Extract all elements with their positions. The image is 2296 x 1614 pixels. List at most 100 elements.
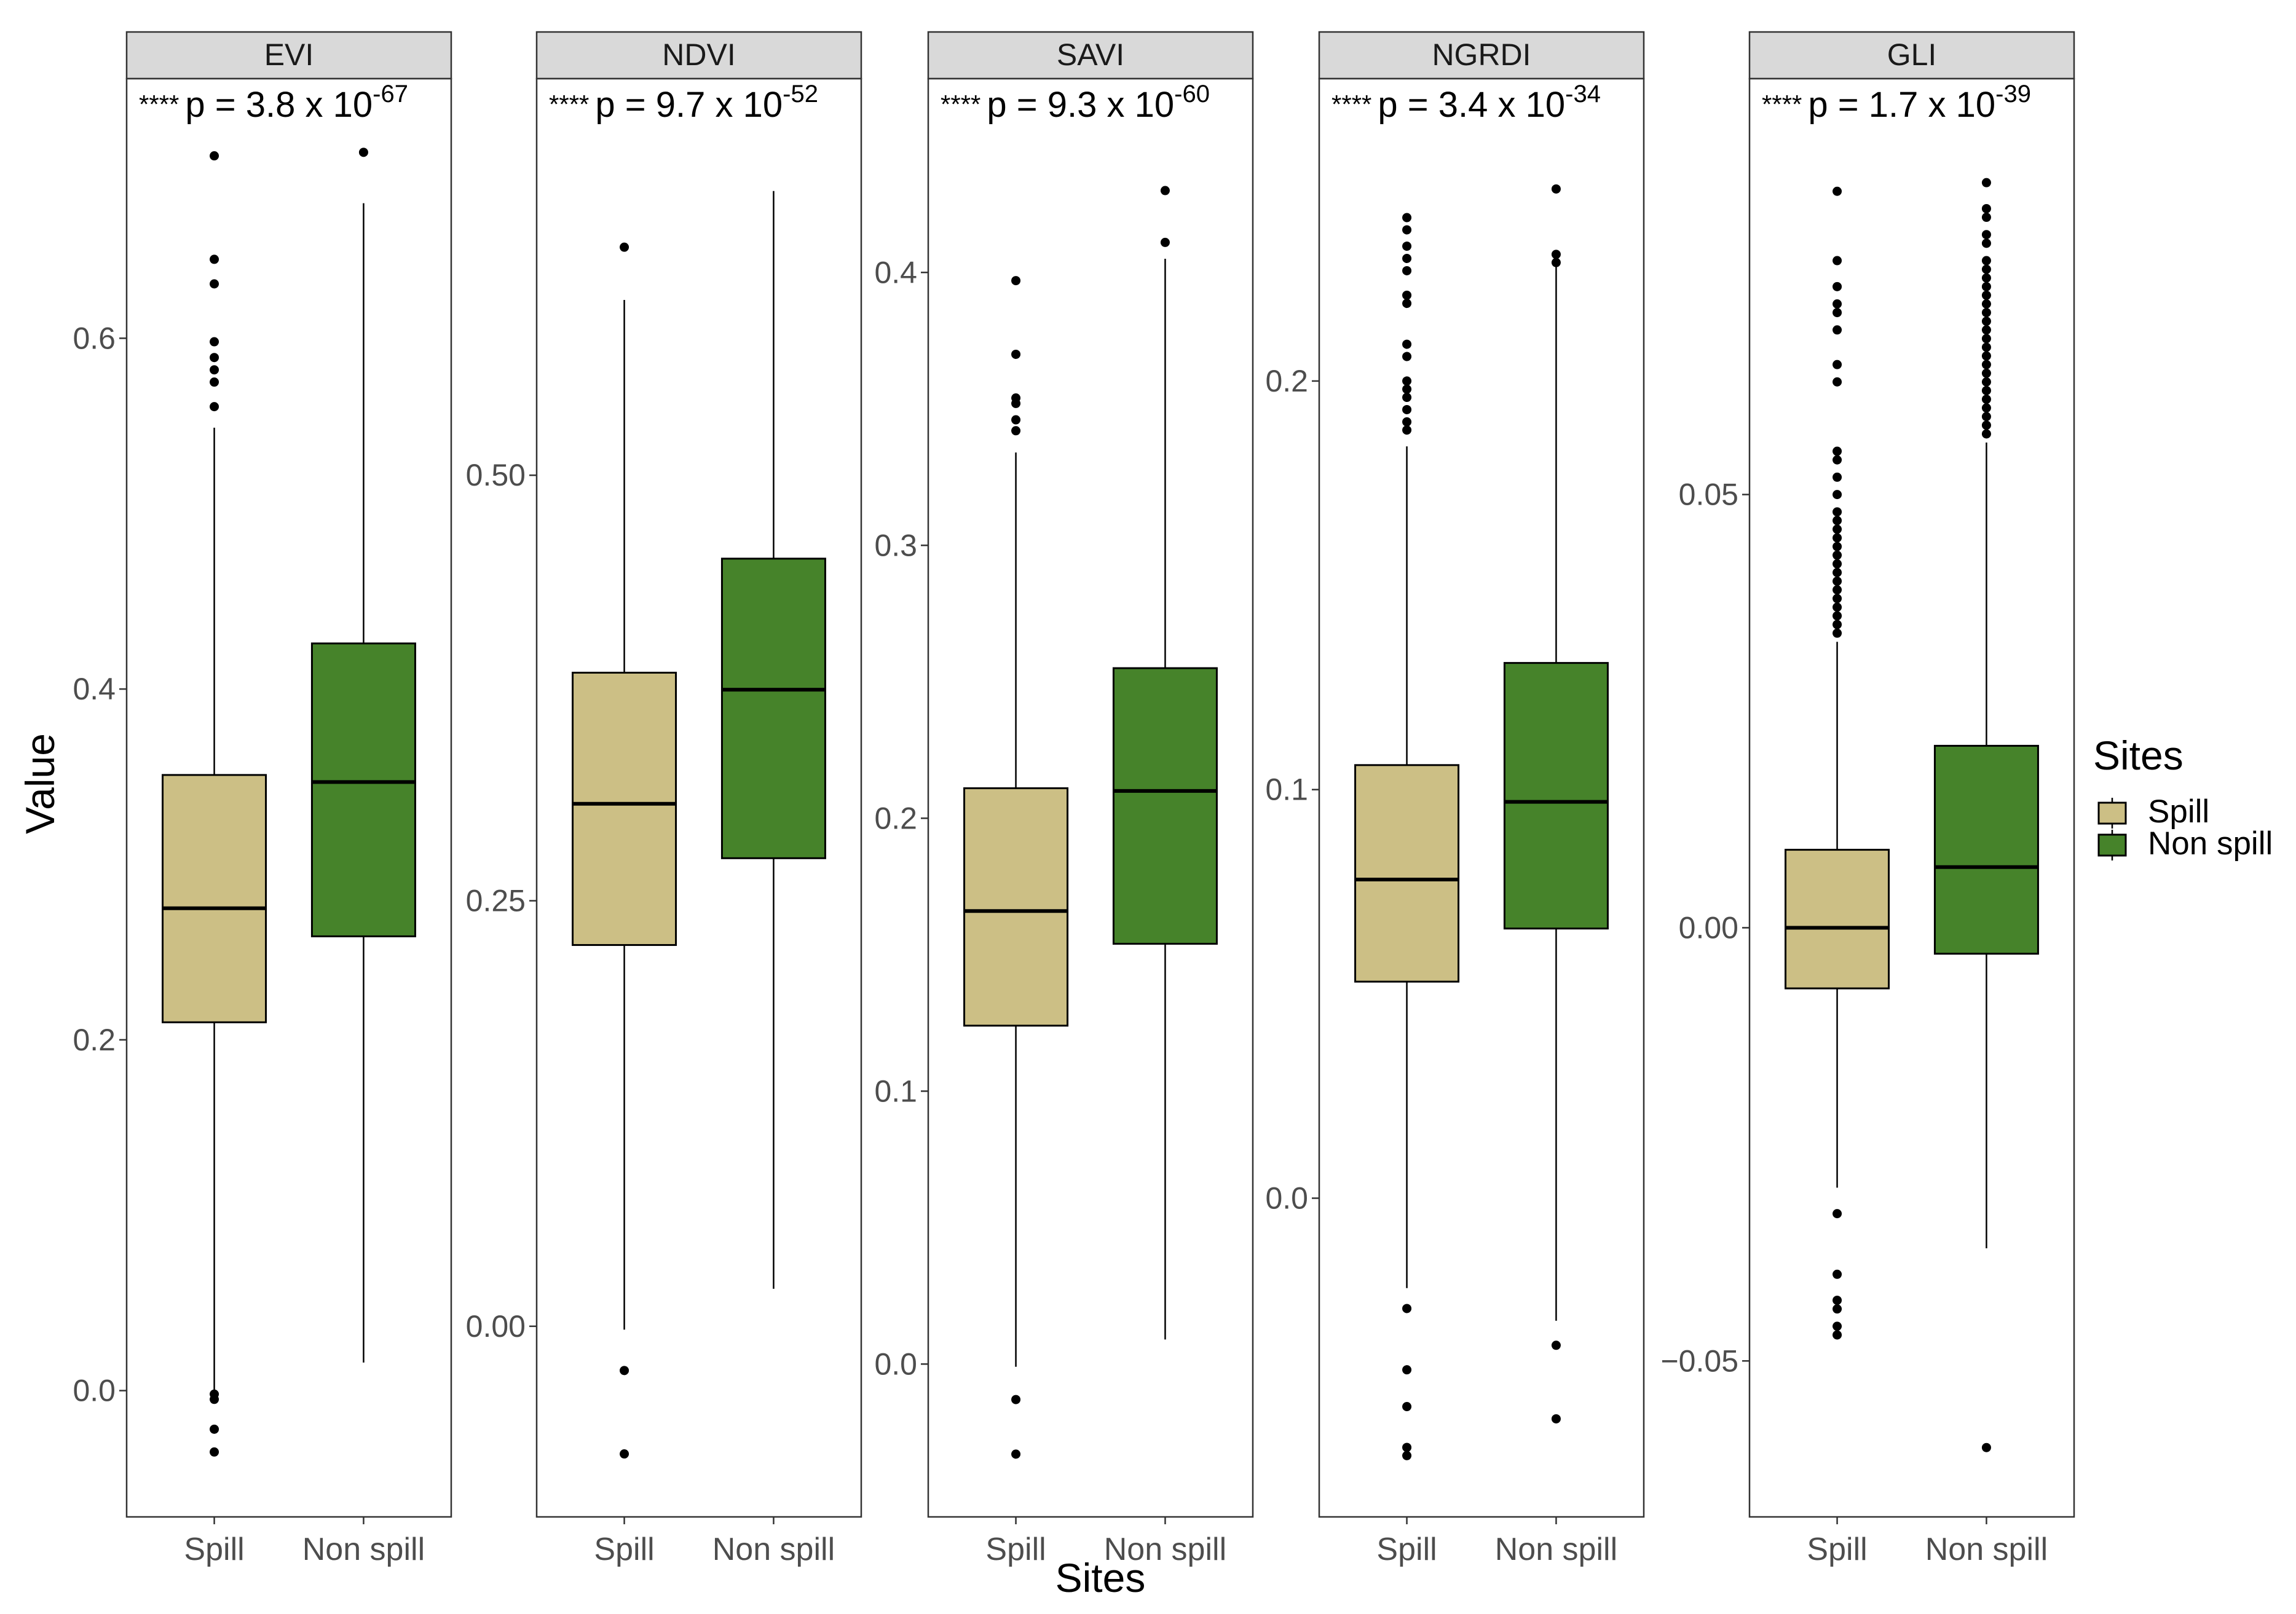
outlier-point: [1832, 611, 1842, 621]
outlier-point: [1832, 325, 1842, 335]
significance-stars: ****: [549, 90, 589, 119]
outlier-point: [1011, 276, 1021, 286]
box-ndvi-spill: [572, 242, 677, 1459]
outlier-point: [210, 353, 219, 363]
p-value-exponent: -34: [1565, 81, 1601, 108]
iqr-box: [1503, 662, 1609, 930]
strip-savi: [927, 31, 1254, 80]
outlier-point: [1402, 242, 1412, 251]
outlier-point: [1832, 541, 1842, 551]
box-gli-non-spill: [1933, 178, 2039, 1452]
x-tick-label-savi-non-spill: Non spill: [1104, 1532, 1226, 1567]
strip-gli: [1748, 31, 2075, 80]
outlier-point: [1832, 1269, 1842, 1279]
p-value-annotation-evi: **** p = 3.8 x 10-67: [139, 81, 408, 125]
x-tick-label-ndvi-non-spill: Non spill: [712, 1532, 835, 1567]
x-tick-label-ngrdi-non-spill: Non spill: [1495, 1532, 1617, 1567]
outlier-point: [620, 242, 629, 252]
outlier-point: [1402, 225, 1412, 235]
outlier-point: [1832, 594, 1842, 604]
p-value-exponent: -60: [1174, 81, 1210, 108]
outlier-point: [1832, 1304, 1842, 1314]
outlier-point: [210, 402, 219, 412]
outlier-point: [1402, 417, 1412, 427]
significance-stars: ****: [941, 90, 980, 119]
outlier-point: [1011, 349, 1021, 359]
outlier-point: [1011, 426, 1021, 436]
outlier-point: [1832, 1209, 1842, 1219]
legend-key-non-spill: [2097, 833, 2127, 857]
x-axis-title: Sites: [1055, 1555, 1146, 1600]
outlier-point: [620, 1366, 629, 1376]
outlier-point: [1832, 360, 1842, 369]
p-value-base: p = 1.7 x 10: [1808, 85, 1995, 125]
outlier-point: [1981, 273, 1991, 283]
strip-label-ndvi: NDVI: [662, 37, 735, 72]
outlier-point: [1981, 429, 1991, 439]
legend: Sites Spill Non spill: [2093, 733, 2273, 862]
outlier-point: [1832, 377, 1842, 387]
outlier-point: [1832, 299, 1842, 309]
strip-label-evi: EVI: [264, 37, 314, 72]
legend-label-spill: Spill: [2148, 793, 2209, 830]
outlier-point: [1402, 1304, 1412, 1313]
outlier-point: [1981, 264, 1991, 274]
x-tick-label-gli-non-spill: Non spill: [1925, 1532, 2048, 1567]
outlier-point: [1981, 368, 1991, 378]
outlier-point: [1832, 490, 1842, 500]
p-value-annotation-gli: **** p = 1.7 x 10-39: [1762, 81, 2031, 125]
legend-label-non-spill: Non spill: [2148, 825, 2273, 862]
y-axis-title: Value: [17, 733, 63, 834]
outlier-point: [1981, 281, 1991, 291]
y-tick-label-gli: −0.05: [1660, 1344, 1738, 1378]
y-tick-label-ngrdi: 0.0: [1265, 1181, 1308, 1215]
outlier-point: [1832, 507, 1842, 517]
y-tick-label-gli: 0.05: [1679, 478, 1738, 512]
outlier-point: [1981, 203, 1991, 213]
outlier-point: [620, 1449, 629, 1459]
x-tick-label-ndvi-spill: Spill: [594, 1532, 654, 1567]
p-value-base: p = 3.8 x 10: [185, 85, 373, 125]
y-tick-label-ngrdi: 0.2: [1265, 364, 1308, 398]
panel-ndvi: NDVI 0.00 0.25 0.50 **** p = 9.7 x 10-52 Spill…: [466, 31, 862, 1567]
y-tick-label-evi: 0.6: [73, 321, 116, 355]
y-tick-label-savi: 0.3: [874, 528, 917, 562]
outlier-point: [210, 151, 219, 161]
y-tick-label-ndvi: 0.00: [466, 1309, 526, 1344]
outlier-point: [1981, 403, 1991, 413]
outlier-point: [1981, 213, 1991, 222]
outlier-point: [1832, 628, 1842, 638]
y-tick-label-evi: 0.0: [73, 1374, 116, 1408]
outlier-point: [1551, 250, 1561, 259]
p-value-annotation-ngrdi: **** p = 3.4 x 10-34: [1331, 81, 1601, 125]
iqr-box: [963, 787, 1069, 1027]
x-tick-label-gli-spill: Spill: [1807, 1532, 1867, 1567]
y-tick-label-savi: 0.1: [874, 1074, 917, 1108]
outlier-point: [1832, 256, 1842, 266]
outlier-point: [1402, 290, 1412, 300]
p-value-annotation-ndvi: **** p = 9.7 x 10-52: [549, 81, 818, 125]
y-tick-label-evi: 0.2: [73, 1023, 116, 1057]
significance-stars: ****: [1762, 90, 1802, 119]
iqr-box: [1354, 764, 1460, 983]
outlier-point: [1832, 1321, 1842, 1331]
p-value-exponent: -52: [783, 81, 818, 108]
outlier-point: [1832, 550, 1842, 560]
significance-stars: ****: [1331, 90, 1371, 119]
outlier-point: [1832, 516, 1842, 526]
outlier-point: [1551, 184, 1561, 194]
outlier-point: [1981, 420, 1991, 430]
outlier-point: [1832, 602, 1842, 612]
outlier-point: [1981, 325, 1991, 335]
legend-entry-spill: Spill: [2097, 793, 2209, 830]
outlier-point: [210, 254, 219, 264]
y-tick-label-gli: 0.00: [1679, 910, 1738, 945]
outlier-point: [1160, 186, 1170, 195]
iqr-box: [1112, 667, 1218, 945]
y-tick-label-savi: 0.2: [874, 801, 917, 835]
strip-label-gli: GLI: [1887, 37, 1937, 72]
box-ngrdi-non-spill: [1503, 184, 1609, 1423]
outlier-point: [210, 1424, 219, 1434]
outlier-point: [1832, 620, 1842, 629]
